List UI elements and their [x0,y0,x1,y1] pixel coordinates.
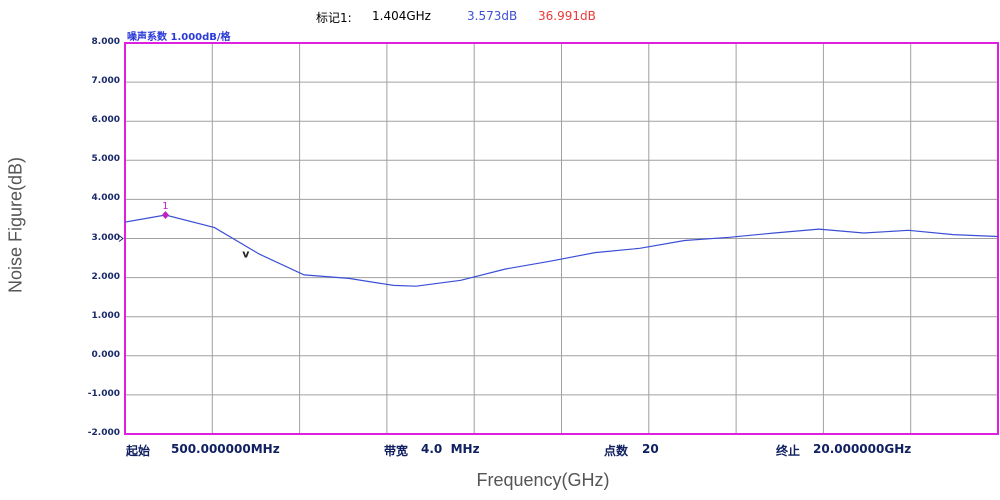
trace-annotation: v [242,247,250,260]
y-tick-label: 5.000 [91,154,120,165]
bandwidth-label: 带宽 [384,444,409,458]
points-value: 20 [642,442,659,456]
marker-noise-figure: 3.573dB [467,9,518,23]
start-frequency: 500.000000MHz [171,442,280,456]
marker-frequency: 1.404GHz [372,9,431,23]
y-tick-label: 7.000 [91,76,120,87]
reference-level-arrow [118,235,124,242]
y-tick-label: 4.000 [91,193,120,204]
marker-diamond [161,211,169,220]
y-tick-label: -1.000 [87,388,120,399]
y-tick-label: 1.000 [91,310,120,321]
y-tick-label: 2.000 [91,271,120,282]
marker-id-label: 1 [162,201,168,212]
marker-label: 标记1: [316,11,352,25]
bandwidth-value: 4.0 MHz [421,442,480,456]
y-tick-label: 0.000 [91,349,120,360]
scale-label: 噪声系数 1.000dB/格 [127,32,231,43]
plot-frame [124,42,999,435]
stop-label: 终止 [776,444,801,458]
marker-gain: 36.991dB [538,9,596,23]
noise-figure-trace [124,214,999,287]
start-label: 起始 [126,444,151,458]
y-tick-label: 8.000 [91,37,120,47]
y-tick-label: 3.000 [91,232,120,243]
y-tick-label: -2.000 [87,428,120,438]
y-tick-label: 6.000 [91,115,120,126]
stop-frequency: 20.000000GHz [813,442,912,456]
x-axis-label: Frequency(GHz) [476,470,610,490]
points-label: 点数 [604,444,629,458]
